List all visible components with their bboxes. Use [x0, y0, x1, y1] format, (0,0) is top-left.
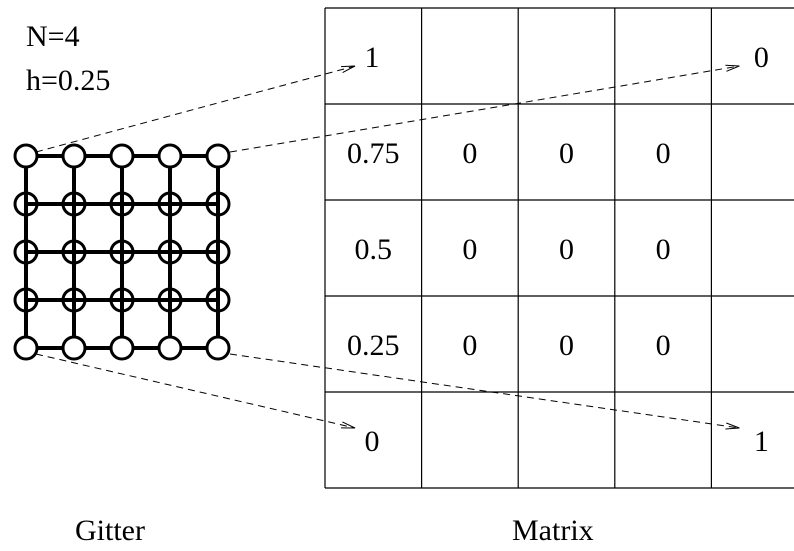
mapping-arrowhead — [725, 422, 740, 430]
grid-node — [205, 143, 231, 169]
matrix-caption: Matrix — [512, 514, 594, 547]
matrix-cell: 0 — [655, 329, 671, 362]
grid-node — [109, 239, 135, 265]
grid-node — [157, 335, 183, 361]
mapping-arrow-line — [229, 65, 740, 153]
grid-node — [157, 287, 183, 313]
matrix-cell: 0 — [655, 233, 671, 266]
matrix-cell: 0.5 — [354, 233, 393, 266]
grid-node — [61, 335, 87, 361]
grid-node — [157, 191, 183, 217]
grid-node — [13, 191, 39, 217]
grid-node — [61, 287, 87, 313]
mapping-arrowhead — [725, 64, 740, 72]
matrix-cell: 0.25 — [347, 329, 400, 362]
mapping-arrowhead — [340, 65, 356, 73]
grid-node — [205, 239, 231, 265]
mapping-arrow-line — [35, 353, 356, 429]
grid-node — [109, 143, 135, 169]
grid-node — [13, 335, 39, 361]
matrix-cell: 0 — [462, 233, 478, 266]
matrix-cell: 0 — [462, 137, 478, 170]
matrix-cell: 0 — [753, 41, 769, 74]
grid-node — [205, 191, 231, 217]
matrix-cell: 1 — [364, 41, 380, 74]
matrix-cell: 0 — [655, 137, 671, 170]
matrix-cell: 0 — [364, 425, 380, 458]
grid-node — [109, 287, 135, 313]
matrix-lines — [324, 7, 794, 489]
matrix-cell: 0 — [462, 329, 478, 362]
grid-node — [205, 287, 231, 313]
grid-nodes — [13, 143, 231, 361]
matrix-cell: 0.75 — [347, 137, 400, 170]
grid-node — [13, 239, 39, 265]
grid-node — [61, 239, 87, 265]
mapping-arrow-line — [229, 353, 740, 429]
h-label: h=0.25 — [26, 64, 111, 97]
grid-lines — [24, 154, 220, 350]
grid-node — [13, 287, 39, 313]
matrix-cell: 0 — [559, 233, 574, 266]
grid-node — [61, 191, 87, 217]
grid-caption: Gitter — [75, 514, 145, 547]
n-label: N=4 — [26, 20, 80, 53]
grid-node — [205, 335, 231, 361]
grid-node — [61, 143, 87, 169]
mapping-arrows — [35, 64, 740, 430]
grid-node — [109, 191, 135, 217]
matrix-cell: 1 — [753, 425, 769, 458]
grid-node — [157, 239, 183, 265]
grid-node — [13, 143, 39, 169]
mapping-arrowhead — [340, 421, 356, 429]
matrix-cell: 0 — [559, 329, 574, 362]
matrix-cell: 0 — [559, 137, 574, 170]
grid-node — [157, 143, 183, 169]
grid-node — [109, 335, 135, 361]
